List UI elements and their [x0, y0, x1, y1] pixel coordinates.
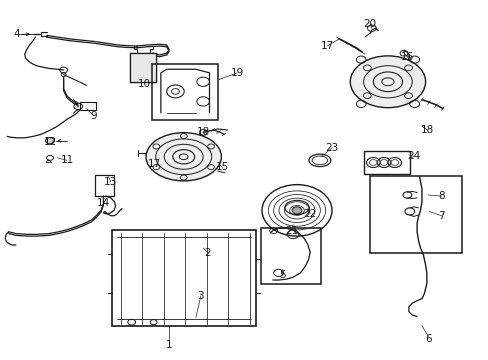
Bar	[369, 176, 461, 253]
Text: 1: 1	[165, 340, 172, 350]
Text: 19: 19	[230, 68, 244, 78]
Ellipse shape	[146, 133, 221, 181]
Text: 2: 2	[204, 248, 211, 258]
Text: 14: 14	[97, 198, 110, 208]
Text: 17: 17	[148, 159, 161, 169]
Bar	[130, 53, 155, 82]
Circle shape	[45, 138, 54, 144]
Text: 15: 15	[216, 162, 229, 172]
Text: 8: 8	[437, 191, 444, 201]
Text: 22: 22	[303, 209, 316, 219]
Bar	[152, 64, 217, 120]
Text: 10: 10	[138, 78, 151, 89]
Text: 13: 13	[104, 177, 117, 187]
Text: 18: 18	[196, 127, 209, 137]
Text: 11: 11	[61, 156, 74, 165]
Ellipse shape	[349, 56, 425, 108]
Text: 18: 18	[420, 125, 433, 135]
Text: 12: 12	[43, 137, 57, 147]
Bar	[80, 103, 96, 111]
Text: 9: 9	[90, 111, 97, 121]
Text: 21: 21	[285, 226, 298, 236]
Text: 24: 24	[406, 151, 420, 161]
Bar	[363, 152, 409, 174]
Text: 5: 5	[279, 270, 285, 280]
Text: 16: 16	[400, 52, 413, 62]
Text: 7: 7	[437, 211, 444, 221]
Text: 23: 23	[325, 143, 338, 153]
Text: 3: 3	[197, 291, 203, 301]
Circle shape	[291, 207, 301, 214]
Text: 20: 20	[363, 18, 376, 28]
Text: 6: 6	[424, 334, 431, 344]
Bar	[260, 228, 321, 284]
Text: 17: 17	[320, 41, 333, 51]
Bar	[95, 175, 114, 196]
Text: 4: 4	[14, 29, 20, 39]
Bar	[112, 230, 255, 327]
